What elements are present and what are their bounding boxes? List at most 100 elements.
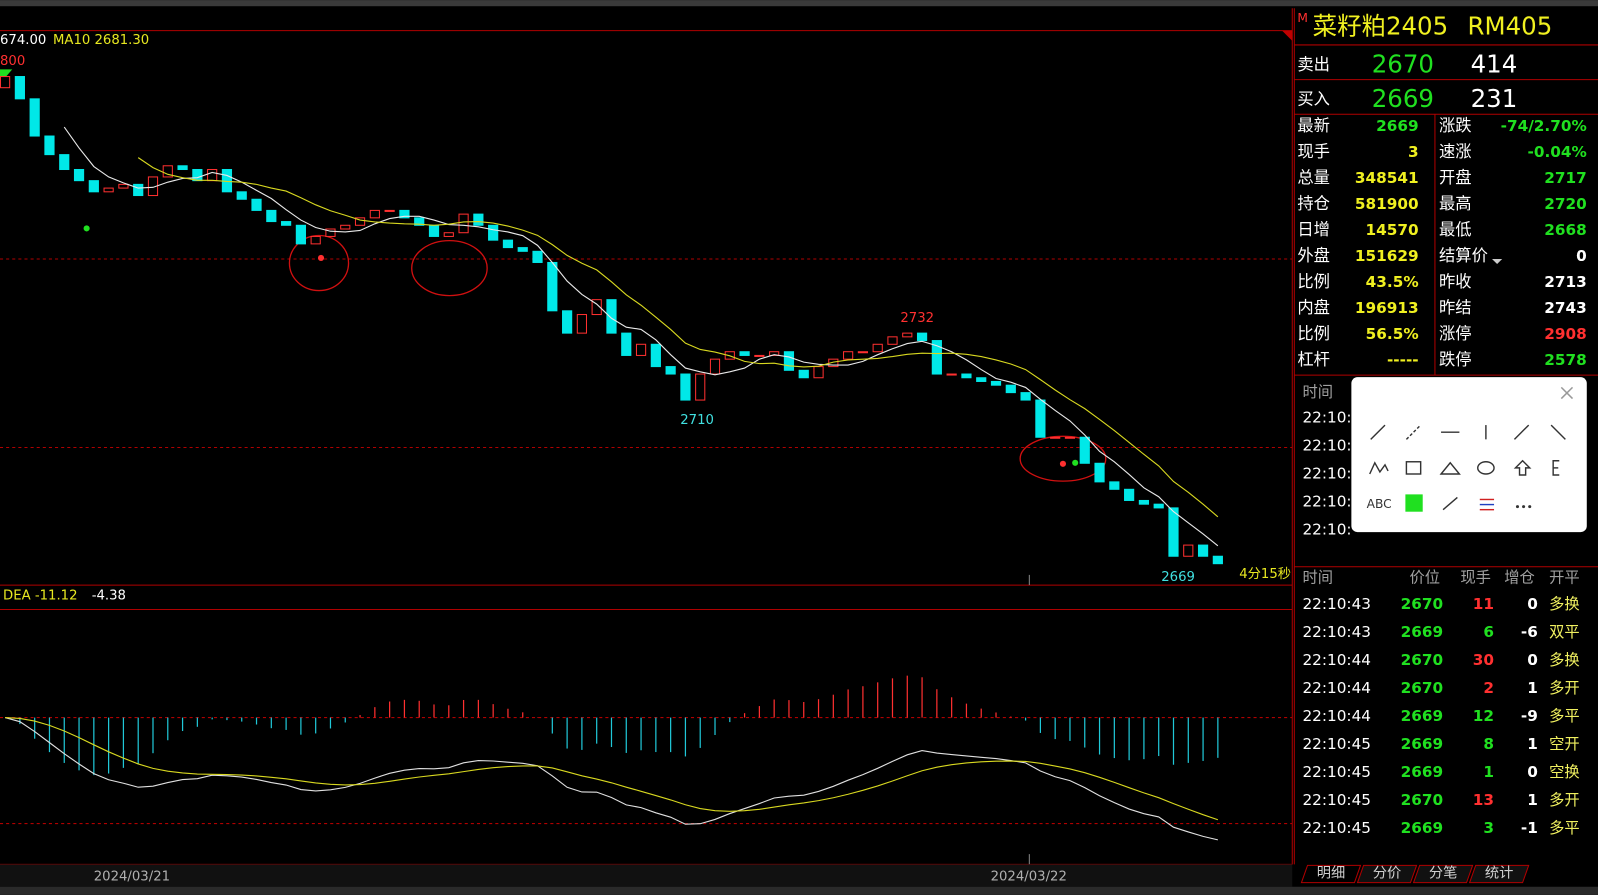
indicator-value: 674.00: [0, 33, 46, 48]
close-button[interactable]: [1560, 386, 1574, 400]
quote-side-label: 卖出: [1297, 55, 1330, 74]
ma10-label: MA10 2681.30: [53, 33, 149, 48]
trades-cell: 13: [1473, 791, 1494, 809]
candle: [1168, 507, 1179, 557]
candle: [384, 209, 395, 212]
tab[interactable]: [1468, 864, 1530, 884]
candle: [976, 377, 987, 382]
tool-icons[interactable]: [1369, 424, 1566, 511]
quote-field-label: 比例: [1297, 272, 1330, 291]
moving-average: [137, 157, 1219, 518]
trades-cell: 2: [1483, 679, 1494, 697]
candle: [236, 191, 247, 200]
frame: [0, 8, 1598, 865]
candle: [532, 250, 543, 263]
quote-field-label: 昨收: [1439, 272, 1472, 291]
candle: [695, 373, 706, 401]
more-button[interactable]: [1515, 505, 1532, 509]
candle: [709, 358, 721, 375]
symbol: 菜籽粕2405: [1313, 12, 1449, 41]
tick-time: 22:10:: [1302, 436, 1351, 454]
candle: [1138, 499, 1150, 505]
quote-field-label: 杠杆: [1297, 350, 1330, 369]
trades-header: 开平: [1549, 568, 1580, 586]
signal-dot: [317, 254, 325, 261]
trades-cell: 22:10:44: [1302, 679, 1371, 697]
color-picker[interactable]: [1405, 494, 1423, 512]
top-bar: [0, 0, 1598, 7]
quote-field-value: 2720: [1544, 195, 1587, 213]
trades-cell: 1: [1527, 791, 1538, 809]
candle: [103, 187, 114, 193]
quote-side-price: 2670: [1372, 49, 1434, 78]
trades-cell: -6: [1521, 623, 1538, 641]
date-label: 2024/03/22: [991, 870, 1067, 885]
candle: [88, 180, 99, 193]
candle: [591, 299, 602, 316]
tick-time: 22:10:: [1302, 521, 1351, 539]
trades-cell: 22:10:45: [1302, 735, 1371, 753]
candle: [680, 373, 691, 401]
price-annotation: 2732: [900, 311, 934, 326]
candle: [887, 336, 898, 345]
candle: [281, 221, 292, 226]
quote-field-value: 14570: [1366, 221, 1419, 239]
tab-label: 统计: [1485, 864, 1514, 881]
trades-cell: 空开: [1549, 735, 1580, 753]
candle: [354, 217, 366, 226]
tab[interactable]: [1412, 864, 1474, 884]
quote-field-value: -74/2.70%: [1501, 117, 1587, 135]
macd-value: -4.38: [92, 588, 126, 603]
market-flag: M: [1297, 11, 1308, 25]
signal-dot: [1059, 460, 1067, 467]
trades-cell: -1: [1521, 819, 1538, 837]
candle: [29, 98, 40, 137]
candle: [813, 366, 824, 379]
candle: [1183, 544, 1194, 557]
trades-cell: 2669: [1401, 623, 1444, 641]
trades-cell: 2669: [1401, 819, 1444, 837]
quote-side-price: 2669: [1372, 84, 1434, 113]
tab[interactable]: [1300, 864, 1362, 884]
trades-cell: 2670: [1401, 651, 1444, 669]
moving-average: [63, 126, 1219, 547]
trades-cell: 11: [1473, 595, 1494, 613]
quote-field-value: 2669: [1376, 117, 1419, 135]
quote-field-value: 2578: [1544, 351, 1587, 369]
candle: [1035, 399, 1046, 438]
trades-header: 价位: [1409, 568, 1440, 586]
candle: [606, 299, 617, 334]
quote-field-label: 跌停: [1439, 350, 1472, 369]
quote-field-label: 现手: [1297, 142, 1330, 161]
quote-field-value: 2908: [1544, 325, 1587, 343]
tick-time: 22:10:: [1302, 408, 1351, 426]
trades-cell: 3: [1483, 819, 1494, 837]
quote-field-label: 结算价: [1439, 246, 1488, 265]
trades-cell: 多换: [1549, 651, 1580, 669]
candle: [1197, 544, 1209, 557]
dropdown-arrow[interactable]: [1492, 258, 1503, 265]
tab[interactable]: [1356, 864, 1418, 884]
quote-side-volume: 414: [1471, 49, 1518, 78]
trades-cell: 2669: [1401, 763, 1444, 781]
candle: [961, 373, 972, 379]
countdown: 4分15秒: [1239, 566, 1291, 582]
candle: [414, 217, 425, 226]
trades-cell: 6: [1483, 623, 1494, 641]
candle: [162, 165, 173, 178]
candle: [458, 213, 469, 234]
quote-field-value: 581900: [1355, 195, 1419, 213]
quote-field-value: 2743: [1544, 299, 1587, 317]
text-tool[interactable]: ABC: [1367, 497, 1392, 511]
trades-cell: 2669: [1401, 735, 1444, 753]
annotation-circles: [288, 234, 1107, 482]
quote-field-value: 2717: [1544, 169, 1587, 187]
candle: [251, 198, 262, 211]
candle: [177, 165, 188, 171]
candle: [325, 228, 336, 237]
candle: [754, 354, 765, 357]
tab-label: 明细: [1317, 864, 1346, 881]
trades-header: 增仓: [1504, 568, 1535, 586]
quote-field-label: 持仓: [1297, 194, 1330, 213]
candle: [783, 351, 795, 371]
